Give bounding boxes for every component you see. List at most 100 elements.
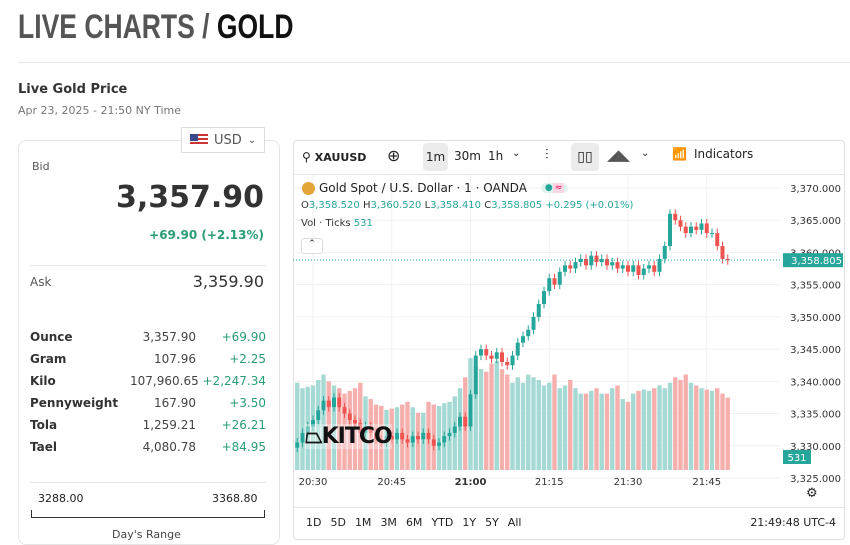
candle-body xyxy=(316,410,321,420)
candle-body xyxy=(484,349,489,356)
last-price-label: 3,358.805 xyxy=(791,256,842,267)
candle-body xyxy=(384,436,389,443)
volume-bar xyxy=(589,390,594,470)
range-1m[interactable]: 1M xyxy=(354,516,372,529)
unit-change: +3.50 xyxy=(229,396,266,410)
y-tick-label: 3,355.000 xyxy=(790,281,841,292)
currency-value: USD xyxy=(214,132,242,148)
candle-body xyxy=(557,271,562,285)
compare-button[interactable]: ⊕ xyxy=(387,146,400,165)
x-tick-label: 21:30 xyxy=(614,477,643,487)
interval-30m[interactable]: 30m xyxy=(454,149,481,163)
candle-body xyxy=(542,291,546,304)
candle-body xyxy=(347,413,352,420)
candle-body xyxy=(573,262,578,269)
volume-bar xyxy=(704,389,709,470)
area-chart-icon[interactable]: ◢◣ xyxy=(607,146,631,164)
range-all[interactable]: All xyxy=(507,516,522,529)
volume-bar xyxy=(337,388,342,470)
y-tick-label: 3,340.000 xyxy=(790,377,841,388)
bars-icon[interactable]: ⫶ xyxy=(545,147,549,163)
unit-name: Tola xyxy=(30,418,58,432)
volume-bar xyxy=(699,388,704,470)
range-3m[interactable]: 3M xyxy=(380,516,397,529)
volume-bar xyxy=(709,390,715,470)
x-tick-label: 21:45 xyxy=(692,477,721,487)
volume-bar xyxy=(725,397,730,470)
collapse-legend-button[interactable]: ⌃ xyxy=(301,238,323,254)
section-title: Live Gold Price xyxy=(18,82,128,97)
candle-body xyxy=(431,439,436,446)
legend-title: Gold Spot / U.S. Dollar · 1 · OANDA xyxy=(319,181,527,195)
volume-bar xyxy=(526,374,531,470)
volume-bar xyxy=(536,380,541,470)
candle-body xyxy=(641,268,646,275)
volume-bar xyxy=(683,374,688,470)
gold-icon xyxy=(302,181,315,195)
interval-chevron-icon[interactable]: ⌄ xyxy=(512,148,521,159)
chart-type-chevron-icon[interactable]: ⌄ xyxy=(641,148,650,159)
candle-body xyxy=(584,258,588,266)
range-5d[interactable]: 5D xyxy=(330,516,346,529)
currency-select[interactable]: USD ⌄ xyxy=(181,127,265,153)
price-chart[interactable]: 3,370.0003,365.0003,360.0003,355.0003,35… xyxy=(293,175,845,487)
interval-1m[interactable]: 1m xyxy=(423,143,448,171)
volume-bar xyxy=(478,369,484,470)
unit-row: Tael 4,080.78 +84.95 xyxy=(30,440,266,454)
candle-body xyxy=(300,432,305,443)
volume-bar xyxy=(715,388,720,470)
candle-body xyxy=(694,226,699,230)
volume-bar xyxy=(641,389,646,470)
volume-bar xyxy=(515,377,520,470)
candle-body xyxy=(374,432,378,440)
ask-label: Ask xyxy=(30,275,52,289)
candle-body xyxy=(515,342,520,356)
unit-row: Pennyweight 167.90 +3.50 xyxy=(30,396,266,410)
clock: 21:49:48 UTC-4 xyxy=(750,516,836,529)
candle-body xyxy=(715,233,720,246)
divider xyxy=(294,174,844,175)
range-5y[interactable]: 5Y xyxy=(485,516,499,529)
volume-bar xyxy=(673,377,678,470)
candle-body xyxy=(689,226,693,234)
candles-icon[interactable]: ▯▯ xyxy=(571,143,599,171)
candle-body xyxy=(568,265,573,269)
volume-bar xyxy=(552,374,557,470)
candle-body xyxy=(620,265,625,269)
volume-bar xyxy=(505,374,510,470)
candle-body xyxy=(510,355,515,366)
range-ytd[interactable]: YTD xyxy=(431,516,454,529)
range-1y[interactable]: 1Y xyxy=(462,516,477,529)
interval-1h[interactable]: 1h xyxy=(488,149,504,163)
candle-body xyxy=(468,394,473,427)
candle-body xyxy=(447,432,452,437)
indicators-icon: 📶 xyxy=(672,147,687,161)
candle-body xyxy=(326,400,331,408)
volume-bar xyxy=(531,377,536,470)
candle-body xyxy=(547,278,552,292)
volume-bar xyxy=(347,390,352,470)
range-6m[interactable]: 6M xyxy=(405,516,423,529)
indicators-button[interactable]: 📶 Indicators xyxy=(672,147,753,161)
volume-bar xyxy=(494,360,499,470)
volume-bar xyxy=(662,388,667,470)
divider xyxy=(30,482,266,483)
unit-change: +2,247.34 xyxy=(202,374,267,388)
range-label: Day's Range xyxy=(112,528,181,541)
settings-icon[interactable]: ⚙ xyxy=(806,486,818,501)
volume-bar xyxy=(652,388,657,470)
candle-body xyxy=(332,397,336,408)
unit-name: Gram xyxy=(30,352,67,366)
candle-body xyxy=(500,352,504,362)
candle-body xyxy=(405,439,410,443)
page-title: LIVE CHARTS / GOLD xyxy=(18,8,294,46)
indicators-label: Indicators xyxy=(693,147,754,161)
symbol-search[interactable]: ⚲ XAUUSD xyxy=(302,146,366,168)
us-flag-icon xyxy=(190,134,208,146)
candle-body xyxy=(594,255,599,263)
candle-body xyxy=(479,349,483,356)
candle-body xyxy=(452,426,457,433)
unit-row: Kilo 107,960.65 +2,247.34 xyxy=(30,374,266,388)
volume-bar xyxy=(678,380,683,470)
range-1d[interactable]: 1D xyxy=(306,516,322,529)
